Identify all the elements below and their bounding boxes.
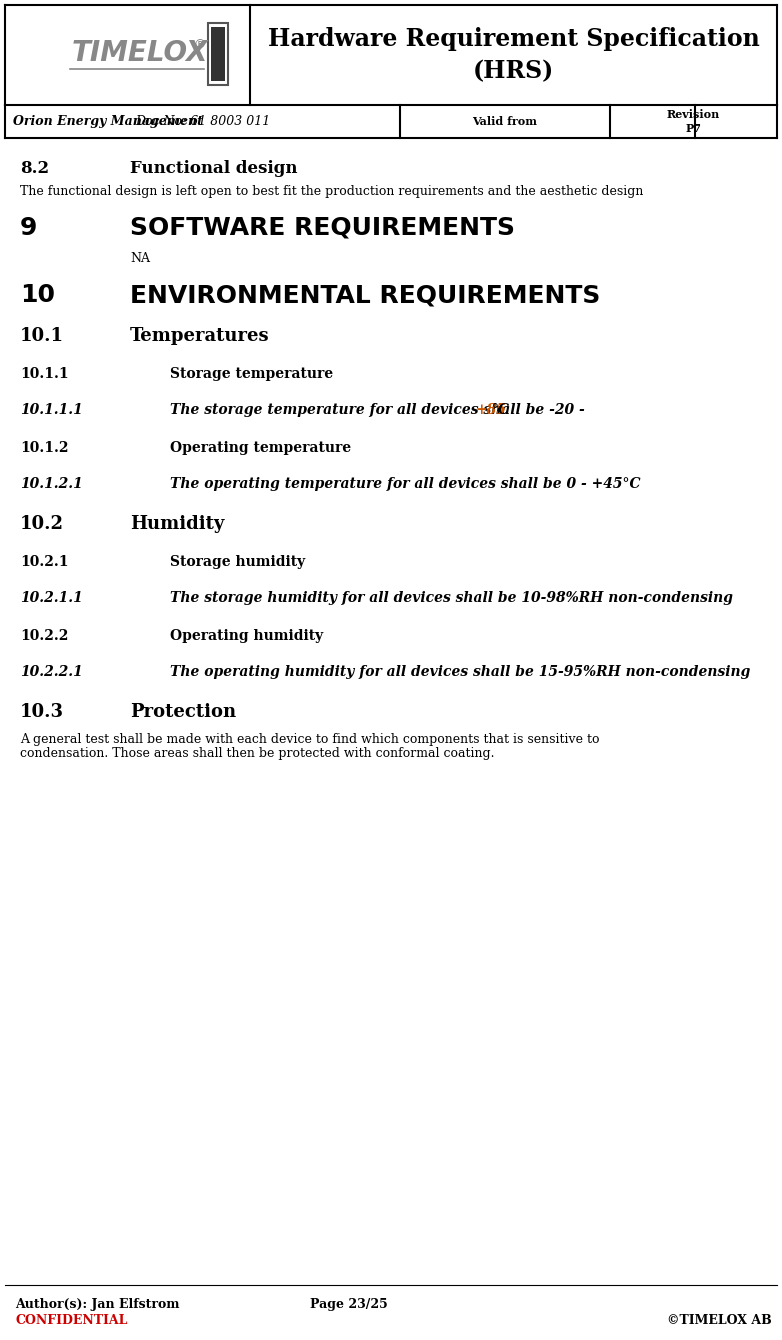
Text: 10.1: 10.1 bbox=[20, 327, 64, 344]
Text: Functional design: Functional design bbox=[130, 159, 297, 177]
Text: Operating temperature: Operating temperature bbox=[170, 441, 351, 456]
Text: The operating temperature for all devices shall be 0 - +45°C: The operating temperature for all device… bbox=[170, 477, 640, 490]
Text: 10: 10 bbox=[20, 283, 55, 307]
Text: Valid from: Valid from bbox=[472, 117, 537, 127]
Text: Humidity: Humidity bbox=[130, 515, 224, 533]
Text: The storage temperature for all devices shall be -20 -: The storage temperature for all devices … bbox=[170, 403, 590, 417]
Text: Revision
P7: Revision P7 bbox=[667, 109, 720, 134]
Text: Doc.No: 61 8003 011: Doc.No: 61 8003 011 bbox=[135, 115, 270, 129]
Text: Page 23/25: Page 23/25 bbox=[310, 1298, 388, 1311]
Text: +85: +85 bbox=[475, 403, 506, 417]
Text: ENVIRONMENTAL REQUIREMENTS: ENVIRONMENTAL REQUIREMENTS bbox=[130, 283, 601, 307]
Text: The storage humidity for all devices shall be 10-98%RH non-condensing: The storage humidity for all devices sha… bbox=[170, 591, 733, 604]
Text: ®: ® bbox=[193, 39, 206, 51]
Bar bbox=[208, 23, 228, 84]
Text: 10.2.1.1: 10.2.1.1 bbox=[20, 591, 83, 604]
Text: 9: 9 bbox=[20, 216, 38, 240]
Text: Protection: Protection bbox=[130, 704, 236, 721]
Text: The functional design is left open to best fit the production requirements and t: The functional design is left open to be… bbox=[20, 185, 644, 198]
Text: °C: °C bbox=[492, 403, 510, 417]
Text: 10.1.2.1: 10.1.2.1 bbox=[20, 477, 83, 490]
Text: Operating humidity: Operating humidity bbox=[170, 628, 323, 643]
Text: SOFTWARE REQUIREMENTS: SOFTWARE REQUIREMENTS bbox=[130, 216, 515, 240]
Text: TIMELOX: TIMELOX bbox=[72, 39, 209, 67]
Text: 10.1.2: 10.1.2 bbox=[20, 441, 69, 456]
Text: CONFIDENTIAL: CONFIDENTIAL bbox=[15, 1315, 127, 1327]
Text: 8.2: 8.2 bbox=[20, 159, 49, 177]
Text: Storage humidity: Storage humidity bbox=[170, 555, 305, 570]
Text: A general test shall be made with each device to find which components that is s: A general test shall be made with each d… bbox=[20, 733, 600, 746]
Text: Storage temperature: Storage temperature bbox=[170, 367, 333, 381]
Text: 10.1.1: 10.1.1 bbox=[20, 367, 69, 381]
Text: Author(s): Jan Elfstrom: Author(s): Jan Elfstrom bbox=[15, 1298, 180, 1311]
Text: 10.2.1: 10.2.1 bbox=[20, 555, 69, 570]
Text: 10.3: 10.3 bbox=[20, 704, 64, 721]
Text: NA: NA bbox=[130, 252, 150, 265]
Text: The operating humidity for all devices shall be 15-95%RH non-condensing: The operating humidity for all devices s… bbox=[170, 665, 751, 679]
Text: Temperatures: Temperatures bbox=[130, 327, 270, 344]
Text: 10.2.2: 10.2.2 bbox=[20, 628, 68, 643]
Text: 10.2.2.1: 10.2.2.1 bbox=[20, 665, 83, 679]
Text: 10.2: 10.2 bbox=[20, 515, 64, 533]
Text: condensation. Those areas shall then be protected with conformal coating.: condensation. Those areas shall then be … bbox=[20, 746, 494, 760]
Text: Hardware Requirement Specification
(HRS): Hardware Requirement Specification (HRS) bbox=[267, 27, 759, 83]
Text: ©TIMELOX AB: ©TIMELOX AB bbox=[667, 1315, 772, 1327]
Text: 10.1.1.1: 10.1.1.1 bbox=[20, 403, 83, 417]
Bar bbox=[211, 27, 225, 80]
Text: Orion Energy Management: Orion Energy Management bbox=[13, 115, 203, 129]
